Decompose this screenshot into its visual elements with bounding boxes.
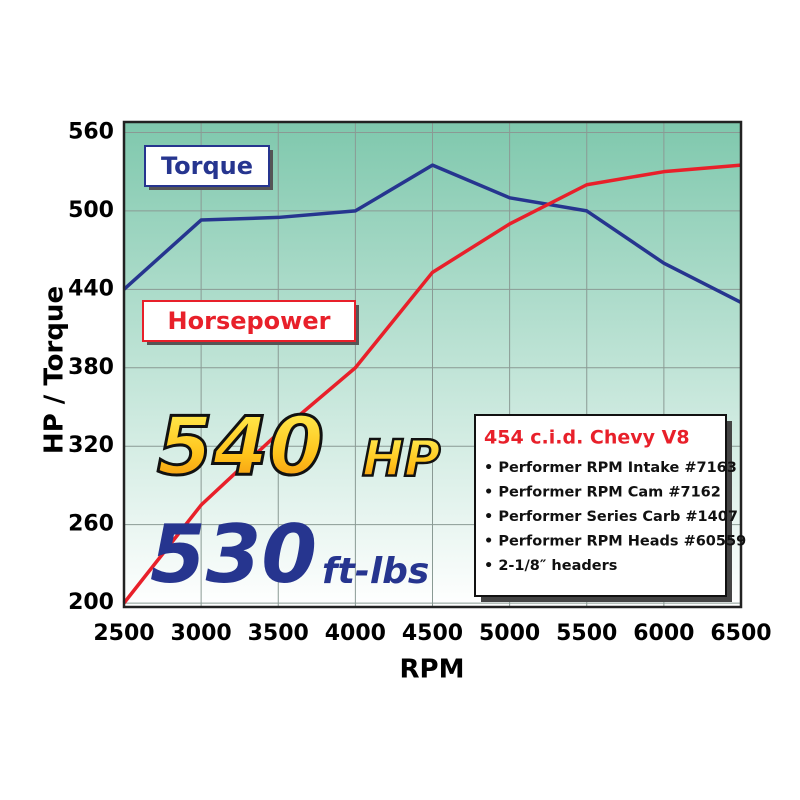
y-tick-label: 200: [68, 590, 114, 615]
x-tick-label: 5500: [556, 621, 617, 646]
series-line: [122, 163, 742, 304]
series-line: [122, 163, 742, 605]
x-tick-label: 4000: [325, 621, 386, 646]
spec-item: • Performer RPM Cam #7162: [484, 485, 721, 501]
spec-item: • Performer Series Carb #1407: [484, 509, 738, 525]
torque-unit: ft-lbs: [322, 551, 429, 592]
y-axis-label: HP / Torque: [40, 286, 70, 454]
x-tick-label: 6000: [633, 621, 694, 646]
y-tick-label: 380: [68, 355, 114, 380]
spec-item: • Performer RPM Heads #60559: [484, 534, 746, 550]
spec-box: [474, 414, 727, 597]
spec-item: • 2-1/8″ headers: [484, 558, 617, 574]
hp-number: 540: [157, 400, 324, 493]
torque-number: 530: [150, 508, 317, 601]
spec-title: 454 c.i.d. Chevy V8: [484, 427, 690, 449]
x-tick-label: 3000: [171, 621, 232, 646]
y-tick-label: 500: [68, 198, 114, 223]
y-tick-label: 440: [68, 276, 114, 301]
legend-box: [142, 300, 356, 342]
y-tick-label: 260: [68, 512, 114, 537]
x-axis-label: RPM: [400, 655, 465, 685]
x-tick-label: 4500: [402, 621, 463, 646]
x-tick-label: 2500: [93, 621, 154, 646]
y-tick-label: 320: [68, 433, 114, 458]
spec-item: • Performer RPM Intake #7163: [484, 460, 737, 476]
x-tick-label: 5000: [479, 621, 540, 646]
legend-label: Torque: [161, 152, 253, 180]
legend-label: Horsepower: [168, 307, 331, 335]
x-tick-label: 3500: [248, 621, 309, 646]
plot-border: [122, 120, 743, 609]
x-tick-label: 6500: [710, 621, 771, 646]
legend-box: [144, 145, 270, 187]
y-tick-label: 560: [68, 119, 114, 144]
hp-unit: HP: [362, 430, 441, 488]
